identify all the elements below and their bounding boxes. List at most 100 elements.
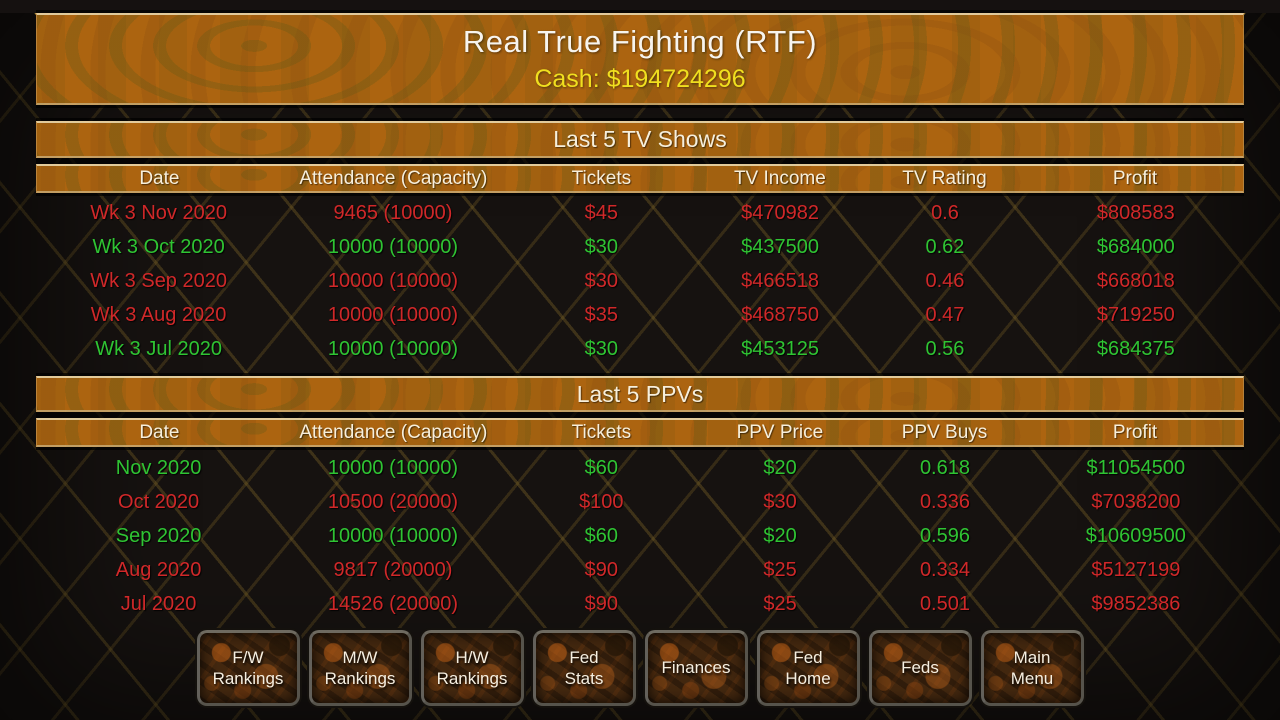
cell-attendance: 10000 (10000) — [327, 456, 458, 479]
cell-tickets: $30 — [584, 269, 618, 292]
cell-tickets: $35 — [584, 303, 618, 326]
column-header-tickets: Tickets — [571, 421, 632, 443]
column-header-tickets: Tickets — [571, 167, 632, 189]
column-header-tv-rating: TV Rating — [902, 167, 987, 189]
cell-date: Jul 2020 — [120, 592, 197, 615]
column-header-ppv-price: PPV Price — [736, 421, 824, 443]
button-label: Finances — [661, 658, 731, 678]
ppv-row: Aug 2020 9817 (20000) $90 $25 0.334 $512… — [36, 553, 1244, 587]
fed-stats-button[interactable]: Fed Stats — [532, 630, 636, 706]
button-label: Main Menu — [1010, 647, 1054, 688]
ppvs-column-headers: Date Attendance (Capacity) Tickets PPV P… — [36, 418, 1244, 447]
cell-ppv-buys: 0.618 — [919, 456, 970, 479]
cell-profit: $808583 — [1096, 201, 1175, 224]
cell-date: Wk 3 Sep 2020 — [90, 269, 227, 292]
main-menu-button[interactable]: Main Menu — [980, 630, 1084, 706]
ppv-row: Sep 2020 10000 (10000) $60 $20 0.596 $10… — [36, 519, 1244, 553]
feds-button[interactable]: Feds — [868, 630, 972, 706]
tv-show-row: Wk 3 Jul 2020 10000 (10000) $30 $453125 … — [36, 332, 1244, 366]
button-label: M/W Rankings — [324, 647, 396, 688]
cell-ppv-price: $20 — [763, 456, 797, 479]
column-header-attendance: Attendance (Capacity) — [299, 167, 488, 189]
tv-shows-column-headers: Date Attendance (Capacity) Tickets TV In… — [36, 164, 1244, 193]
cell-tv-rating: 0.47 — [925, 303, 965, 326]
column-header-date: Date — [139, 167, 180, 189]
game-screen: Real True Fighting (RTF) Cash: $19472429… — [0, 13, 1280, 720]
button-label: Feds — [901, 658, 939, 678]
cell-tv-income: $470982 — [741, 201, 820, 224]
finances-button[interactable]: Finances — [644, 630, 748, 706]
tv-show-row: Wk 3 Oct 2020 10000 (10000) $30 $437500 … — [36, 230, 1244, 264]
cell-attendance: 10000 (10000) — [327, 524, 458, 547]
button-label: F/W Rankings — [212, 647, 284, 688]
cell-profit: $10609500 — [1085, 524, 1186, 547]
column-header-profit: Profit — [1112, 421, 1158, 443]
cell-profit: $11054500 — [1086, 456, 1186, 479]
cell-attendance: 10500 (20000) — [327, 490, 458, 513]
mw-rankings-button[interactable]: M/W Rankings — [308, 630, 412, 706]
hw-rankings-button[interactable]: H/W Rankings — [420, 630, 524, 706]
cell-attendance: 9817 (20000) — [333, 558, 453, 581]
cell-ppv-price: $30 — [763, 490, 797, 513]
ppv-row: Jul 2020 14526 (20000) $90 $25 0.501 $98… — [36, 587, 1244, 621]
column-header-date: Date — [139, 421, 180, 443]
cell-tv-income: $453125 — [741, 337, 820, 360]
ppv-row: Nov 2020 10000 (10000) $60 $20 0.618 $11… — [36, 451, 1244, 485]
cell-ppv-buys: 0.336 — [919, 490, 970, 513]
ppv-row: Oct 2020 10500 (20000) $100 $30 0.336 $7… — [36, 485, 1244, 519]
cell-ppv-buys: 0.334 — [919, 558, 970, 581]
tv-show-row: Wk 3 Nov 2020 9465 (10000) $45 $470982 0… — [36, 196, 1244, 230]
button-label: Fed Stats — [564, 647, 604, 688]
cell-attendance: 10000 (10000) — [327, 235, 458, 258]
cell-date: Aug 2020 — [115, 558, 202, 581]
cell-tv-rating: 0.62 — [925, 235, 965, 258]
cell-date: Wk 3 Nov 2020 — [90, 201, 227, 224]
cell-attendance: 9465 (10000) — [333, 201, 453, 224]
cash-display: Cash: $194724296 — [534, 65, 746, 93]
cell-tv-rating: 0.46 — [925, 269, 965, 292]
ppvs-section-title: Last 5 PPVs — [36, 376, 1244, 412]
column-header-ppv-buys: PPV Buys — [901, 421, 988, 443]
cell-tv-rating: 0.6 — [931, 201, 959, 224]
tv-show-row: Wk 3 Aug 2020 10000 (10000) $35 $468750 … — [36, 298, 1244, 332]
cell-attendance: 10000 (10000) — [327, 337, 458, 360]
cell-tickets: $90 — [584, 558, 618, 581]
cell-profit: $684375 — [1096, 337, 1175, 360]
cell-date: Sep 2020 — [115, 524, 202, 547]
cell-tv-income: $466518 — [741, 269, 820, 292]
column-header-attendance: Attendance (Capacity) — [299, 421, 488, 443]
cell-attendance: 14526 (20000) — [327, 592, 458, 615]
cell-profit: $9852386 — [1091, 592, 1181, 615]
cell-date: Wk 3 Oct 2020 — [92, 235, 225, 258]
cell-ppv-price: $20 — [763, 524, 797, 547]
bottom-navigation: F/W Rankings M/W Rankings H/W Rankings F… — [36, 630, 1244, 706]
cell-tickets: $60 — [584, 524, 618, 547]
button-label: H/W Rankings — [436, 647, 508, 688]
tv-show-row: Wk 3 Sep 2020 10000 (10000) $30 $466518 … — [36, 264, 1244, 298]
cell-tv-income: $468750 — [741, 303, 820, 326]
ppvs-table: Nov 2020 10000 (10000) $60 $20 0.618 $11… — [36, 451, 1244, 621]
cell-attendance: 10000 (10000) — [327, 303, 458, 326]
cell-profit: $7038200 — [1091, 490, 1181, 513]
fw-rankings-button[interactable]: F/W Rankings — [196, 630, 300, 706]
tv-shows-section-title: Last 5 TV Shows — [36, 121, 1244, 158]
cell-profit: $5127199 — [1091, 558, 1181, 581]
cell-profit: $668018 — [1096, 269, 1175, 292]
fed-home-button[interactable]: Fed Home — [756, 630, 860, 706]
cell-ppv-price: $25 — [763, 558, 797, 581]
cell-ppv-price: $25 — [763, 592, 797, 615]
cell-tickets: $100 — [579, 490, 624, 513]
cell-date: Wk 3 Aug 2020 — [90, 303, 227, 326]
cell-ppv-buys: 0.501 — [919, 592, 970, 615]
cell-tv-income: $437500 — [741, 235, 820, 258]
cell-tv-rating: 0.56 — [925, 337, 965, 360]
cell-date: Nov 2020 — [115, 456, 202, 479]
column-header-profit: Profit — [1112, 167, 1158, 189]
cell-profit: $684000 — [1096, 235, 1175, 258]
button-label: Fed Home — [785, 647, 831, 688]
column-header-tv-income: TV Income — [733, 167, 826, 189]
cell-attendance: 10000 (10000) — [327, 269, 458, 292]
cell-date: Wk 3 Jul 2020 — [95, 337, 222, 360]
page-title: Real True Fighting (RTF) — [462, 24, 818, 59]
tv-shows-table: Wk 3 Nov 2020 9465 (10000) $45 $470982 0… — [36, 196, 1244, 366]
